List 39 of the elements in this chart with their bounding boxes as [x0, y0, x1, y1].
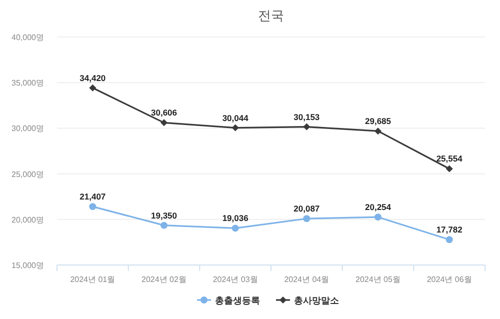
point [303, 215, 310, 222]
chart-title: 전국 [258, 8, 284, 23]
x-tick-label: 2024년 06월 [426, 275, 472, 284]
point [89, 84, 96, 92]
data-label: 30,044 [222, 112, 249, 123]
point [446, 236, 453, 244]
y-tick-label: 20,000명 [12, 215, 44, 224]
y-tick-label: 25,000명 [12, 170, 44, 179]
point [374, 128, 382, 135]
x-tick-label: 2024년 05월 [356, 275, 400, 284]
data-label: 19,036 [222, 213, 249, 224]
data-label: 20,254 [365, 202, 392, 212]
point [374, 214, 382, 221]
point [160, 222, 168, 229]
y-tick-label: 35,000명 [12, 78, 44, 88]
x-tick-label: 2024년 02월 [142, 275, 186, 284]
point [303, 123, 310, 130]
y-tick-label: 15,000명 [12, 261, 44, 270]
point [232, 224, 239, 232]
data-label: 20,087 [294, 204, 320, 214]
data-label: 30,153 [294, 112, 320, 122]
data-label: 29,685 [365, 116, 392, 126]
data-label: 25,554 [436, 154, 463, 164]
point [232, 124, 239, 132]
x-tick-label: 2024년 01월 [70, 275, 116, 284]
x-tick-label: 2024년 03월 [212, 275, 258, 284]
point [160, 119, 168, 126]
legend-label: 총사망말소 [294, 296, 339, 306]
data-label: 17,782 [436, 224, 463, 235]
point [89, 203, 96, 210]
point [446, 165, 453, 172]
y-tick-label: 40,000명 [12, 33, 44, 42]
data-label: 19,350 [151, 210, 178, 220]
y-tick-label: 30,000명 [12, 124, 44, 134]
data-label: 21,407 [80, 192, 106, 202]
legend-label: 총출생등록 [215, 296, 260, 306]
data-label: 30,606 [151, 108, 178, 118]
x-tick-label: 2024년 04월 [284, 275, 330, 284]
data-label: 34,420 [80, 72, 106, 83]
